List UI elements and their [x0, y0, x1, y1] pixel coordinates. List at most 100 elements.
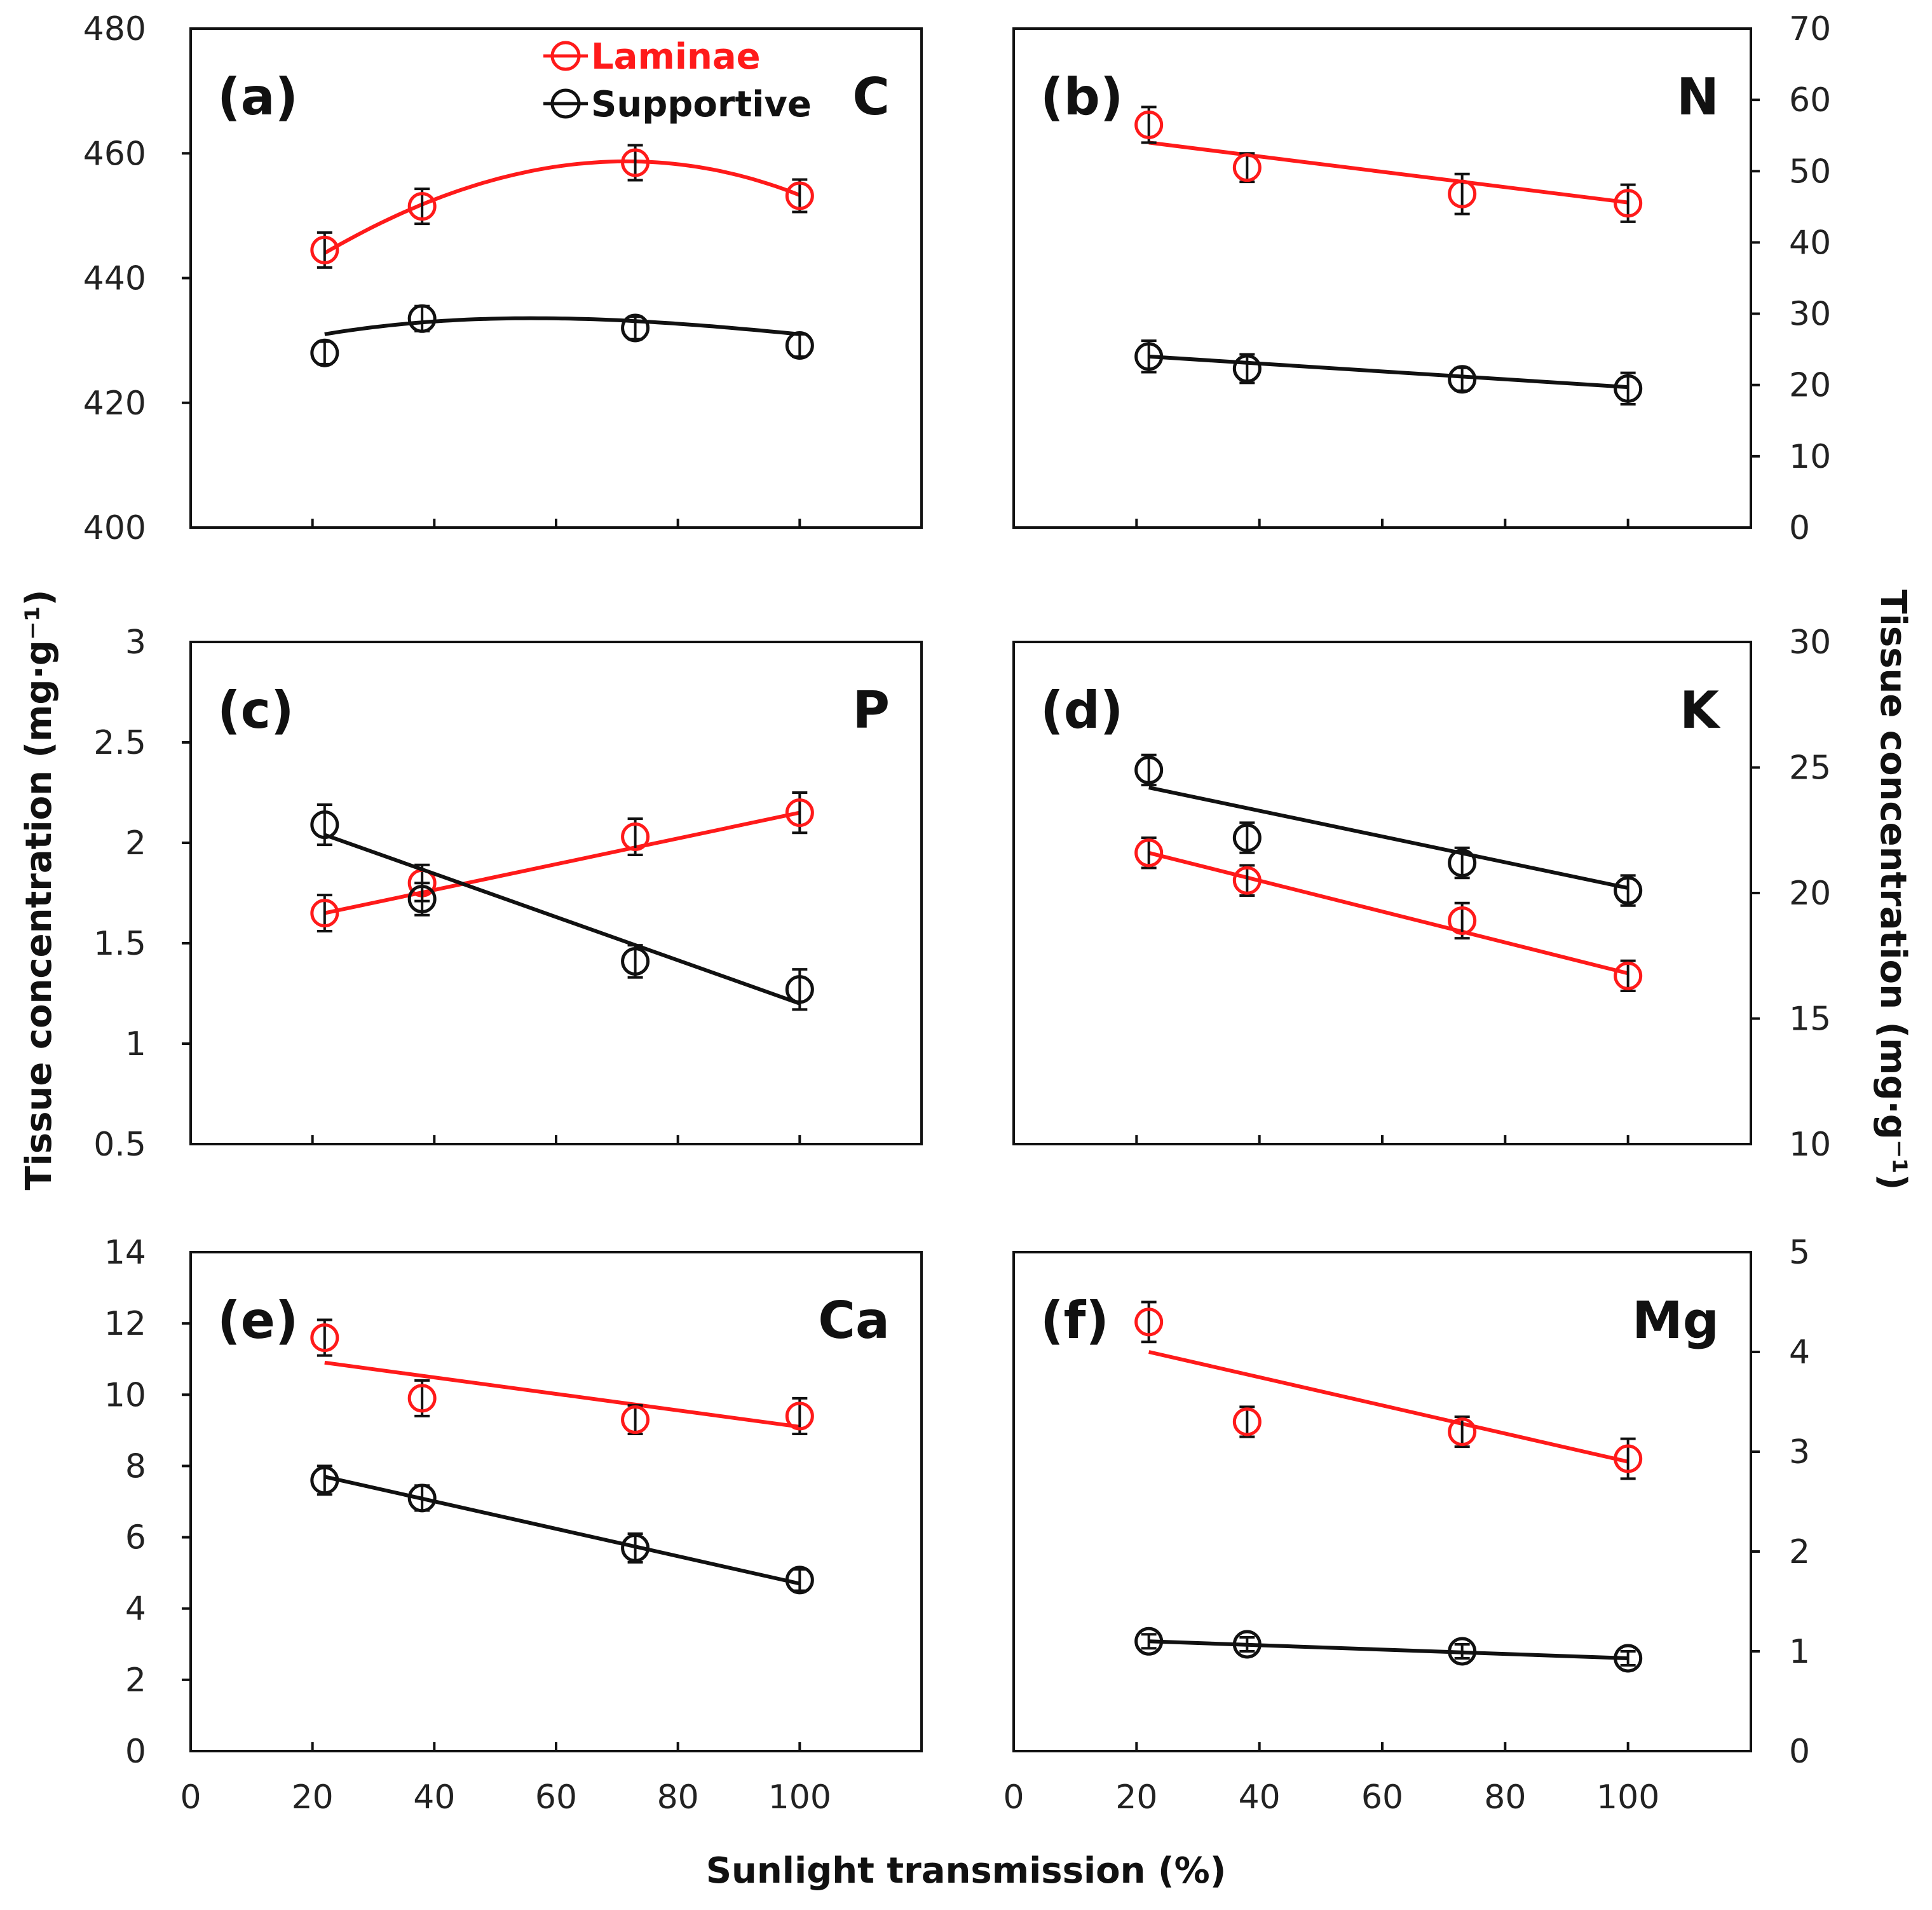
panel-d-supportive-fit-line	[1148, 786, 1629, 890]
right-y-axis-title: Tissue concentration (mg·g⁻¹)	[1872, 589, 1914, 1190]
x-tick-label: 40	[1239, 1778, 1281, 1817]
panel-f-laminae-fit-line	[1148, 1350, 1629, 1464]
panel-c-laminae-point	[785, 798, 814, 828]
panel-e-laminae-point	[785, 1402, 814, 1431]
panel-c-y-tick-label: 3	[125, 624, 146, 662]
panel-a-laminae-point	[310, 235, 339, 264]
panel-a-laminae-point	[785, 181, 814, 210]
panel-e-supportive-point	[621, 1533, 650, 1562]
x-tick-label: 0	[180, 1778, 201, 1817]
panel-f-laminae-point	[1614, 1444, 1643, 1473]
panel-b-laminae-fit-line	[1148, 140, 1629, 205]
panel-c-supportive-point	[407, 884, 437, 913]
panel-e-label: (e)	[217, 1291, 298, 1350]
panel-e-supportive-fit-line	[324, 1475, 800, 1586]
panel-f-supportive-point	[1614, 1644, 1643, 1673]
panel-a-y-tick-label: 440	[83, 260, 146, 298]
panel-e-element-label: Ca	[818, 1291, 890, 1350]
chart-text: Sunlight transmission (%) Tissue concent…	[18, 10, 1914, 1892]
panel-f-y-tick-label: 2	[1789, 1533, 1810, 1571]
x-tick-label: 20	[292, 1778, 334, 1817]
panel-e-y-tick-label: 10	[104, 1376, 146, 1414]
panel-d-supportive-point	[1448, 849, 1477, 878]
panel-e-laminae-point	[407, 1384, 437, 1413]
panel-a-laminae-point	[407, 192, 437, 221]
panel-c-y-tick-label: 2	[125, 824, 146, 863]
panel-b-supportive-point	[1134, 342, 1164, 371]
panel-c-laminae-point	[310, 899, 339, 928]
panel-f-y-tick-label: 1	[1789, 1633, 1810, 1671]
panel-c-y-tick-label: 0.5	[93, 1126, 146, 1164]
panel-b-y-tick-label: 10	[1789, 438, 1831, 476]
panel-b-y-tick-label: 30	[1789, 296, 1831, 334]
panel-a-y-tick-label: 420	[83, 385, 146, 423]
panel-a-y-tick-label: 400	[83, 509, 146, 547]
panel-c-supportive-point	[621, 946, 650, 976]
panel-f-element-label: Mg	[1632, 1291, 1719, 1350]
panel-a-supportive-point	[407, 304, 437, 333]
panel-d-supportive-point	[1232, 823, 1262, 852]
panel-b-frame	[1012, 27, 1752, 529]
panel-e-supportive-point	[785, 1566, 814, 1595]
panel-e-frame	[189, 1251, 923, 1752]
panel-b-laminae-point	[1134, 110, 1164, 139]
panel-f-y-tick-label: 0	[1789, 1733, 1810, 1771]
panel-f-y-tick-label: 3	[1789, 1433, 1810, 1471]
x-tick-label: 60	[535, 1778, 577, 1817]
x-tick-label: 20	[1115, 1778, 1157, 1817]
panel-f-supportive-point	[1232, 1630, 1262, 1659]
panel-a-supportive-fit-line	[324, 316, 800, 336]
panel-b-y-tick-label: 20	[1789, 367, 1831, 405]
chart-marks	[310, 106, 1643, 1673]
panel-d-y-tick-label: 30	[1789, 624, 1831, 662]
panel-b-supportive-point	[1614, 374, 1643, 403]
panel-e-laminae-point	[621, 1405, 650, 1435]
legend-laminae-marker	[550, 41, 581, 71]
x-tick-label: 0	[1003, 1778, 1024, 1817]
panel-f-laminae-point	[1134, 1307, 1164, 1337]
panel-b-y-tick-label: 40	[1789, 224, 1831, 262]
panel-d-laminae-point	[1448, 906, 1477, 935]
panel-c-label: (c)	[217, 681, 294, 740]
panel-f-supportive-fit-line	[1148, 1639, 1628, 1660]
panel-a-y-tick-label: 480	[83, 10, 146, 48]
panel-b-laminae-point	[1232, 153, 1262, 182]
panel-e-y-tick-label: 2	[125, 1661, 146, 1700]
panel-c-laminae-point	[621, 822, 650, 852]
panel-e-laminae-fit-line	[324, 1360, 800, 1429]
x-tick-label: 40	[413, 1778, 455, 1817]
panel-a-label: (a)	[217, 67, 298, 126]
panel-b-y-tick-label: 50	[1789, 153, 1831, 191]
panel-e-supportive-point	[310, 1466, 339, 1495]
panel-c-laminae-fit-line	[324, 810, 800, 915]
panel-b-laminae-point	[1614, 189, 1643, 218]
x-tick-label: 100	[1596, 1778, 1659, 1817]
panel-d-y-tick-label: 25	[1789, 749, 1831, 788]
panel-b-y-tick-label: 70	[1789, 10, 1831, 48]
panel-b-supportive-point	[1232, 354, 1262, 383]
panel-f-label: (f)	[1040, 1291, 1109, 1350]
legend-laminae-label: Laminae	[591, 36, 761, 78]
x-tick-label: 100	[768, 1778, 831, 1817]
panel-f-y-tick-label: 4	[1789, 1334, 1810, 1372]
panel-c-element-label: P	[852, 681, 890, 740]
panel-e-y-tick-label: 12	[104, 1305, 146, 1343]
panel-f-laminae-point	[1448, 1417, 1477, 1447]
panel-e-y-tick-label: 6	[125, 1519, 146, 1557]
panel-e-y-tick-label: 0	[125, 1733, 146, 1771]
legend-supportive-marker	[550, 88, 581, 119]
panel-a-supportive-point	[785, 331, 814, 360]
panel-a-y-tick-label: 460	[83, 135, 146, 173]
panel-c-frame	[189, 641, 923, 1145]
panel-d-laminae-point	[1614, 961, 1643, 990]
panel-a-supportive-point	[310, 338, 339, 367]
panel-c-y-tick-label: 1.5	[93, 925, 146, 963]
left-y-axis-title: Tissue concentration (mg·g⁻¹)	[18, 589, 60, 1190]
x-tick-label: 60	[1361, 1778, 1403, 1817]
panel-frames	[182, 27, 1760, 1752]
panel-a-supportive-point	[621, 313, 650, 343]
panel-b-supportive-fit-line	[1148, 354, 1628, 390]
panel-d-label: (d)	[1040, 681, 1123, 740]
panel-d-laminae-point	[1134, 838, 1164, 868]
